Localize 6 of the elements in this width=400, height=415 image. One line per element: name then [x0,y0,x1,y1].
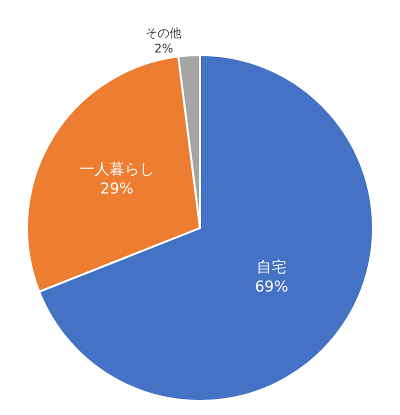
data-label: 69% [254,277,288,296]
data-label: 2% [154,41,174,56]
slice-label: 一人暮らし [79,160,154,178]
data-label: 29% [100,180,134,198]
slice-label: 自宅 [256,258,287,276]
slice-label: その他 [146,26,182,40]
